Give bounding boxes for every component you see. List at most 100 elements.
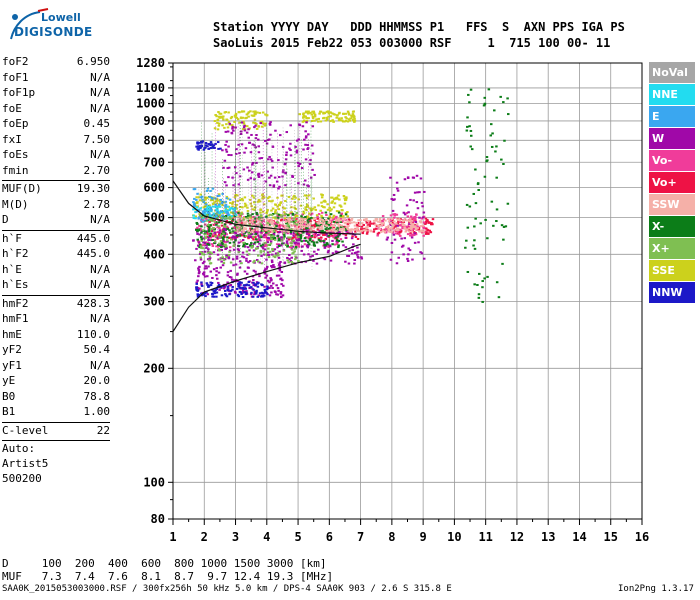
point-vo- — [313, 223, 317, 226]
point-vo- — [204, 223, 207, 226]
point-vo- — [249, 227, 252, 230]
point-vo- — [240, 234, 244, 237]
point-w — [244, 147, 248, 150]
point-w — [279, 292, 282, 295]
param-name: yE — [2, 374, 16, 387]
point-nnw — [250, 291, 253, 294]
point-nnw — [203, 147, 206, 150]
point-sse — [219, 115, 223, 118]
point-x- — [482, 104, 486, 107]
point-w — [360, 256, 363, 259]
point-vo- — [410, 229, 413, 232]
point-x- — [487, 88, 491, 91]
param-name: C-level — [2, 423, 49, 437]
point-w — [322, 257, 326, 260]
point-sse — [225, 119, 229, 122]
point-x- — [217, 214, 221, 217]
point-vo- — [334, 234, 338, 237]
logo-line2: DIGISONDE — [14, 25, 93, 39]
param-separator — [2, 180, 110, 181]
point-sse — [340, 209, 344, 212]
point-vo- — [317, 213, 321, 216]
point-e — [207, 212, 211, 215]
param-value: 445.0 — [76, 247, 110, 260]
point-x- — [477, 296, 481, 299]
point-sse — [208, 204, 211, 207]
point-x- — [492, 224, 495, 227]
point-vo- — [372, 228, 376, 231]
point-sse — [243, 128, 247, 131]
point-sse — [221, 116, 224, 119]
point-ssw — [333, 228, 336, 231]
point-w — [223, 285, 227, 288]
point-x- — [212, 227, 215, 230]
point-w — [207, 238, 210, 241]
legend-item-x-: X+ — [649, 238, 695, 259]
point-sse — [231, 201, 235, 204]
point-nne — [216, 205, 219, 208]
point-x- — [502, 101, 505, 104]
point-vo- — [329, 223, 332, 226]
point-e — [199, 196, 203, 199]
point-x- — [500, 224, 504, 227]
point-x- — [291, 213, 295, 216]
point-w — [257, 174, 260, 177]
point-w — [206, 275, 209, 278]
point-w — [268, 155, 271, 158]
point-vo- — [377, 227, 380, 230]
point-w — [297, 138, 300, 141]
point-x- — [327, 223, 331, 226]
point-nne — [233, 208, 237, 211]
point-sse — [320, 214, 323, 217]
point-w — [316, 233, 320, 236]
point-vo- — [399, 231, 402, 234]
point-sse — [266, 197, 270, 200]
point-ssw — [415, 223, 419, 226]
point-w — [237, 143, 240, 146]
point-w — [281, 294, 285, 297]
point-x- — [231, 227, 234, 230]
point-w — [224, 148, 228, 151]
point-x- — [259, 250, 263, 253]
point-w — [238, 175, 242, 178]
point-w — [221, 264, 225, 267]
point-x- — [289, 236, 292, 239]
point-ssw — [308, 224, 311, 227]
point-vo- — [211, 245, 215, 248]
point-nnw — [206, 283, 209, 286]
point-nnw — [243, 287, 247, 290]
point-e — [204, 219, 207, 222]
point-w — [344, 236, 348, 239]
point-x- — [483, 277, 486, 280]
point-w — [279, 278, 282, 281]
point-x- — [506, 97, 509, 100]
point-vo- — [395, 213, 399, 216]
point-w — [250, 232, 254, 235]
point-ssw — [284, 221, 288, 224]
point-sse — [233, 114, 237, 117]
point-w — [225, 150, 229, 153]
point-sse — [225, 123, 228, 126]
point-sse — [214, 113, 217, 116]
point-sse — [243, 196, 247, 199]
point-x- — [261, 229, 265, 232]
point-vo- — [424, 232, 428, 235]
point-vo- — [401, 225, 404, 228]
point-w — [307, 133, 310, 136]
point-ssw — [242, 229, 245, 232]
point-sse — [304, 206, 307, 209]
point-w — [304, 143, 307, 146]
point-sse — [274, 209, 278, 212]
point-w — [250, 171, 254, 174]
point-w — [405, 204, 409, 207]
point-vo- — [255, 239, 259, 242]
point-x- — [295, 211, 299, 214]
point-w — [267, 253, 271, 256]
point-w — [344, 246, 348, 249]
point-vo- — [286, 232, 290, 235]
point-vo- — [207, 233, 210, 236]
point-x- — [218, 242, 221, 245]
point-x- — [477, 293, 481, 296]
point-w — [413, 232, 417, 235]
point-sse — [305, 203, 309, 206]
